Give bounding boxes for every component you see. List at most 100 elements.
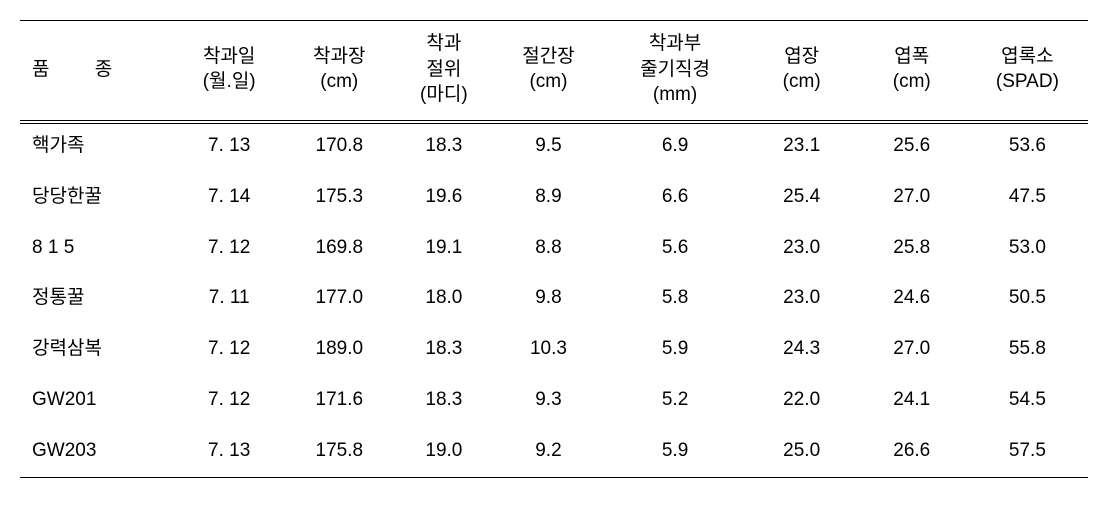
table-row: 8 1 57. 12169.819.18.85.623.025.853.0 (20, 223, 1088, 274)
table-row: 정통꿀7. 11177.018.09.85.823.024.650.5 (20, 273, 1088, 324)
cell: 23.1 (747, 120, 857, 171)
cell: 10.3 (493, 324, 603, 375)
cell: 55.8 (967, 324, 1088, 375)
col-header-line: (cm) (288, 69, 390, 95)
cell: 24.6 (857, 273, 967, 324)
cell: 26.6 (857, 426, 967, 477)
cell: 7. 12 (174, 223, 284, 274)
col-header-line: 착과부 (608, 31, 743, 57)
cell: 5.6 (604, 223, 747, 274)
cell: 18.3 (394, 375, 493, 426)
cell: 175.8 (284, 426, 394, 477)
cell: 18.3 (394, 324, 493, 375)
cell: 169.8 (284, 223, 394, 274)
col-header-5: 착과부줄기직경(mm) (604, 21, 747, 121)
cell: 47.5 (967, 172, 1088, 223)
col-header-line: 착과 (398, 31, 489, 57)
cell: 23.0 (747, 223, 857, 274)
col-header-line: (마디) (398, 82, 489, 108)
col-header-line: (cm) (861, 69, 963, 95)
cell: 177.0 (284, 273, 394, 324)
cell: 9.2 (493, 426, 603, 477)
row-label: 강력삼복 (20, 324, 174, 375)
col-header-7: 엽폭(cm) (857, 21, 967, 121)
table-row: GW2037. 13175.819.09.25.925.026.657.5 (20, 426, 1088, 477)
cell: 53.0 (967, 223, 1088, 274)
row-label: 8 1 5 (20, 223, 174, 274)
col-header-line: (mm) (608, 82, 743, 108)
cell: 19.6 (394, 172, 493, 223)
table-row: 핵가족7. 13170.818.39.56.923.125.653.6 (20, 120, 1088, 171)
col-header-line: 착과일 (178, 44, 280, 70)
col-header-label: 품 종 (32, 59, 132, 80)
col-header-line: (월.일) (178, 69, 280, 95)
cell: 18.0 (394, 273, 493, 324)
row-label: 당당한꿀 (20, 172, 174, 223)
row-label: 핵가족 (20, 120, 174, 171)
table-row: 강력삼복7. 12189.018.310.35.924.327.055.8 (20, 324, 1088, 375)
cell: 24.1 (857, 375, 967, 426)
cell: 6.6 (604, 172, 747, 223)
cell: 7. 13 (174, 426, 284, 477)
cell: 27.0 (857, 172, 967, 223)
cell: 23.0 (747, 273, 857, 324)
cell: 6.9 (604, 120, 747, 171)
cell: 18.3 (394, 120, 493, 171)
cell: 53.6 (967, 120, 1088, 171)
cell: 7. 12 (174, 375, 284, 426)
cell: 7. 13 (174, 120, 284, 171)
row-label: GW201 (20, 375, 174, 426)
col-header-4: 절간장(cm) (493, 21, 603, 121)
col-header-line: 엽폭 (861, 44, 963, 70)
col-header-2: 착과장(cm) (284, 21, 394, 121)
header-row: 품 종착과일(월.일)착과장(cm)착과절위(마디)절간장(cm)착과부줄기직경… (20, 21, 1088, 121)
cell: 25.6 (857, 120, 967, 171)
cell: 50.5 (967, 273, 1088, 324)
cell: 22.0 (747, 375, 857, 426)
col-header-line: (cm) (497, 69, 599, 95)
cell: 27.0 (857, 324, 967, 375)
data-table: 품 종착과일(월.일)착과장(cm)착과절위(마디)절간장(cm)착과부줄기직경… (20, 20, 1088, 478)
cell: 25.8 (857, 223, 967, 274)
cell: 19.0 (394, 426, 493, 477)
cell: 57.5 (967, 426, 1088, 477)
cell: 5.2 (604, 375, 747, 426)
col-header-line: (SPAD) (971, 69, 1084, 95)
col-header-3: 착과절위(마디) (394, 21, 493, 121)
cell: 5.9 (604, 324, 747, 375)
col-header-line: 절위 (398, 57, 489, 83)
col-header-1: 착과일(월.일) (174, 21, 284, 121)
cell: 7. 11 (174, 273, 284, 324)
table-head: 품 종착과일(월.일)착과장(cm)착과절위(마디)절간장(cm)착과부줄기직경… (20, 21, 1088, 121)
col-header-0: 품 종 (20, 21, 174, 121)
col-header-line: 엽장 (751, 44, 853, 70)
cell: 7. 12 (174, 324, 284, 375)
cell: 175.3 (284, 172, 394, 223)
col-header-line: 줄기직경 (608, 57, 743, 83)
col-header-6: 엽장(cm) (747, 21, 857, 121)
table-row: GW2017. 12171.618.39.35.222.024.154.5 (20, 375, 1088, 426)
cell: 9.5 (493, 120, 603, 171)
cell: 54.5 (967, 375, 1088, 426)
col-header-line: 착과장 (288, 44, 390, 70)
cell: 19.1 (394, 223, 493, 274)
row-label: 정통꿀 (20, 273, 174, 324)
col-header-8: 엽록소(SPAD) (967, 21, 1088, 121)
col-header-line: 절간장 (497, 44, 599, 70)
table-row: 당당한꿀7. 14175.319.68.96.625.427.047.5 (20, 172, 1088, 223)
cell: 5.9 (604, 426, 747, 477)
row-label: GW203 (20, 426, 174, 477)
table-body: 핵가족7. 13170.818.39.56.923.125.653.6당당한꿀7… (20, 120, 1088, 477)
cell: 25.0 (747, 426, 857, 477)
col-header-line: 엽록소 (971, 44, 1084, 70)
cell: 8.9 (493, 172, 603, 223)
cell: 9.3 (493, 375, 603, 426)
cell: 8.8 (493, 223, 603, 274)
cell: 25.4 (747, 172, 857, 223)
data-table-container: 품 종착과일(월.일)착과장(cm)착과절위(마디)절간장(cm)착과부줄기직경… (20, 20, 1088, 478)
cell: 9.8 (493, 273, 603, 324)
cell: 171.6 (284, 375, 394, 426)
cell: 24.3 (747, 324, 857, 375)
cell: 5.8 (604, 273, 747, 324)
cell: 170.8 (284, 120, 394, 171)
